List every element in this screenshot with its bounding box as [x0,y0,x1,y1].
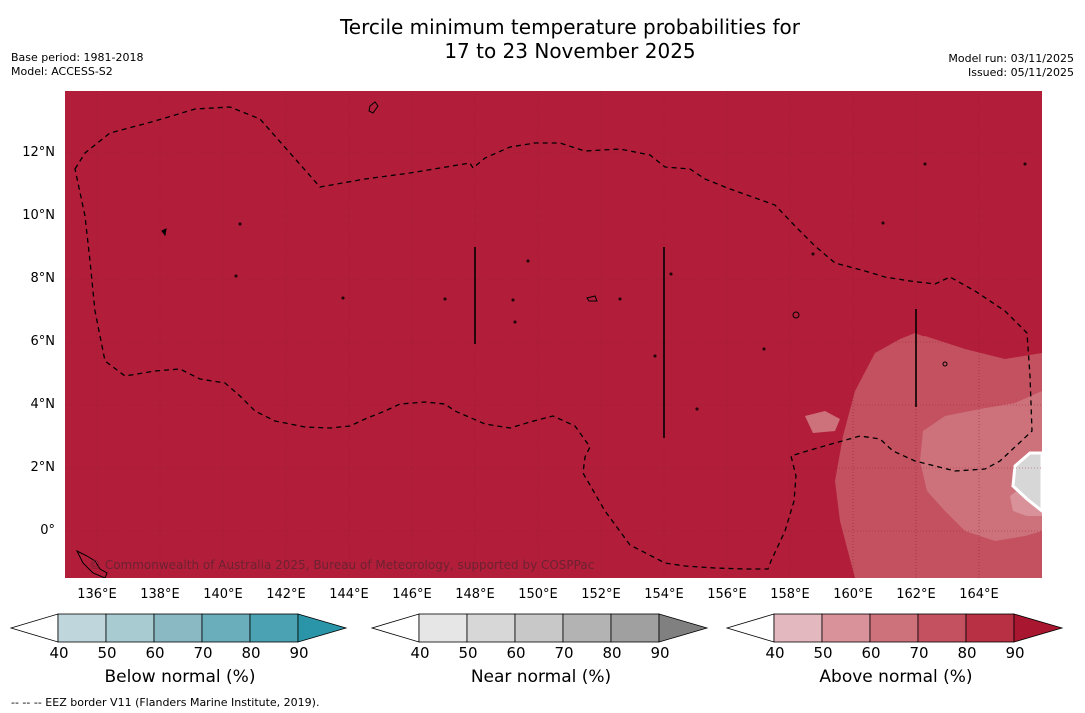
islands [75,101,1027,578]
colorbar-swatch [249,613,299,643]
map-title: Tercile minimum temperature probabilitie… [0,15,1085,63]
lat-label: 4°N [30,397,56,412]
colorbar-swatch [562,613,612,643]
model-run-text: Model run: 03/11/2025 [948,52,1074,65]
lon-label: 158°E [770,587,810,602]
colorbar-swatch [610,613,660,643]
colorbar-tick: 90 [289,644,309,662]
colorbar-swatch [821,613,871,643]
colorbar-swatches [371,613,709,643]
colorbar-tick: 70 [193,644,213,662]
map-canvas [65,91,1042,578]
lon-label: 150°E [518,587,558,602]
lon-label: 136°E [77,587,117,602]
map-title-line1: Tercile minimum temperature probabilitie… [339,15,801,39]
near-normal-region [1011,451,1042,513]
model-info: Base period: 1981-2018 Model: ACCESS-S2 [11,51,143,79]
colorbar-swatch [57,613,107,643]
boundary-lines [474,247,917,438]
lon-label: 148°E [455,587,495,602]
colorbar-extend-low [371,613,420,643]
shade-70-patch [805,411,840,433]
colorbar-swatch [917,613,967,643]
colorbar-tick: 40 [410,644,430,662]
lon-label: 164°E [959,587,999,602]
colorbar-tick: 40 [49,644,69,662]
colorbar-tick: 90 [1005,644,1025,662]
eez-borders [74,106,1033,570]
colorbar-swatch [965,613,1015,643]
eez-footnote: -- -- -- EEZ border V11 (Flanders Marine… [11,696,320,709]
colorbar-tick: 50 [458,644,478,662]
colorbar-extend-low [726,613,775,643]
colorbar-swatches [10,613,348,643]
colorbar-tick: 60 [145,644,165,662]
lat-label: 10°N [22,208,55,223]
colorbar-extend-low [10,613,59,643]
colorbar-swatch [418,613,468,643]
lat-label: 2°N [30,460,56,475]
colorbar-below-normal: 40 50 60 70 80 90 [10,613,350,673]
colorbar-title-below: Below normal (%) [104,667,256,687]
colorbar-swatch [773,613,823,643]
lat-label: 6°N [30,334,56,349]
colorbar-tick: 80 [602,644,622,662]
colorbar-title-near: Near normal (%) [470,667,612,687]
colorbar-near-normal: 40 50 60 70 80 90 [371,613,711,673]
lat-label: 8°N [30,271,56,286]
lon-label: 140°E [203,587,243,602]
colorbar-tick: 80 [957,644,977,662]
colorbar-swatch [466,613,516,643]
colorbar-extend-high [658,613,709,643]
map-title-line2: 17 to 23 November 2025 [444,39,696,63]
lon-label: 162°E [896,587,936,602]
lat-label: 12°N [22,145,55,160]
colorbar-title-above: Above normal (%) [819,667,973,687]
colorbar-tick: 70 [909,644,929,662]
colorbar-swatches [726,613,1064,643]
run-info: Model run: 03/11/2025 Issued: 05/11/2025 [948,52,1074,80]
lon-label: 146°E [392,587,432,602]
colorbar-swatch [105,613,155,643]
lon-label: 156°E [707,587,747,602]
eez-palau-fsm-west [74,106,1033,570]
lon-label: 142°E [266,587,306,602]
shade-60-patch [900,333,935,353]
lon-label: 144°E [329,587,369,602]
lon-label: 152°E [581,587,621,602]
colorbar-tick: 60 [861,644,881,662]
lon-label: 160°E [833,587,873,602]
colorbar-tick: 50 [97,644,117,662]
lon-label: 138°E [140,587,180,602]
colorbar-swatch [201,613,251,643]
colorbar-tick: 80 [241,644,261,662]
copyright-notice: © Commonwealth of Australia 2025, Bureau… [89,558,595,572]
lon-label: 154°E [644,587,684,602]
colorbar-tick: 70 [554,644,574,662]
colorbar-swatch [514,613,564,643]
colorbar-tick: 50 [813,644,833,662]
colorbar-tick: 40 [765,644,785,662]
colorbar-extend-high [297,613,348,643]
base-period-text: Base period: 1981-2018 [11,51,144,64]
colorbar-swatch [153,613,203,643]
colorbar-tick: 90 [650,644,670,662]
issued-date-text: Issued: 05/11/2025 [967,66,1074,79]
model-name-text: Model: ACCESS-S2 [11,65,113,78]
colorbar-swatch [869,613,919,643]
colorbar-above-normal: 40 50 60 70 80 90 [726,613,1066,673]
colorbar-tick: 60 [506,644,526,662]
lat-label: 0° [40,523,55,538]
colorbar-extend-high [1013,613,1064,643]
probability-map [65,91,1042,578]
